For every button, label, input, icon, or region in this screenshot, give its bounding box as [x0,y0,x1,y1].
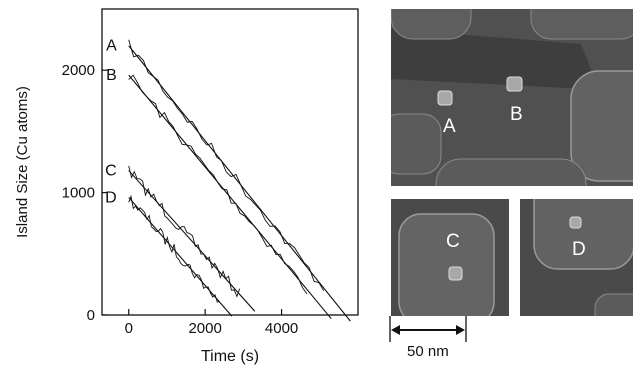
data-trace-a [128,39,325,292]
x-tick-label: 4000 [265,320,298,337]
stm-image-top-art [391,9,633,186]
scale-bar-label: 50 nm [407,343,449,360]
y-tick-label: 0 [87,307,95,324]
data-trace-d [128,194,220,303]
stm-image-bottom-right-art [533,199,633,316]
x-tick-label: 0 [125,320,133,337]
x-tick-label: 2000 [188,320,221,337]
panel-label-b: B [510,104,523,125]
data-trace-b [128,74,308,295]
plot-frame [101,8,359,316]
series-label-d: D [105,189,117,206]
panel-label-a: A [443,116,456,137]
data-trace-c [128,165,241,298]
panel-label-c: C [446,231,460,252]
y-tick-label: 1000 [62,185,95,202]
fit-line-c [128,170,256,312]
scale-bar [389,316,467,342]
fit-line-b [128,74,332,320]
x-axis-label: Time (s) [201,348,259,365]
y-tick-label: 2000 [62,62,95,79]
decay-chart: 0 2000 4000 0 1000 2000 AB CD Time (s) Island … [14,8,359,365]
series-label-c: C [105,163,117,180]
stm-image-bottom-left-art [398,213,495,316]
fit-line-a [128,45,351,322]
y-axis-label: Island Size (Cu atoms) [14,86,31,238]
series-label-b: B [106,67,117,84]
stm-image-bottom-right: D [520,199,633,316]
panel-label-d: D [572,239,586,260]
stm-image-top: A B [391,9,633,186]
stm-image-bottom-left: C [391,199,509,316]
series-label-a: A [106,38,117,55]
